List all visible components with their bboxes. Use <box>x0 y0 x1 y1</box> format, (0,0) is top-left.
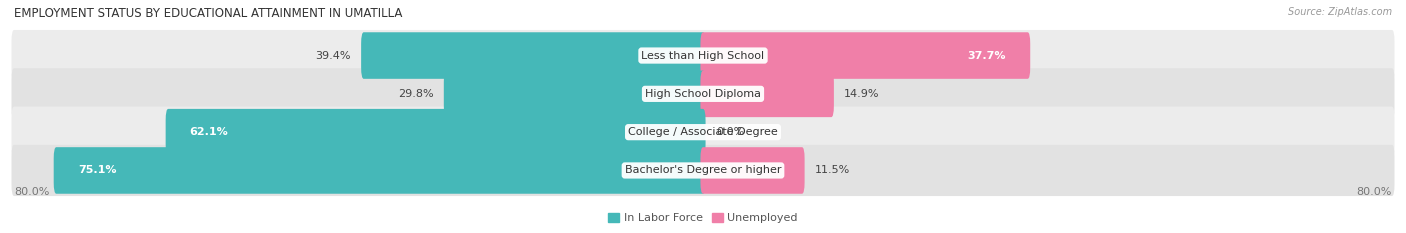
FancyBboxPatch shape <box>361 32 706 79</box>
Text: 80.0%: 80.0% <box>1357 187 1392 197</box>
Text: EMPLOYMENT STATUS BY EDUCATIONAL ATTAINMENT IN UMATILLA: EMPLOYMENT STATUS BY EDUCATIONAL ATTAINM… <box>14 7 402 20</box>
Text: 14.9%: 14.9% <box>844 89 880 99</box>
FancyBboxPatch shape <box>11 106 1395 158</box>
Text: 39.4%: 39.4% <box>315 51 350 61</box>
FancyBboxPatch shape <box>444 71 706 117</box>
FancyBboxPatch shape <box>11 145 1395 196</box>
Text: 37.7%: 37.7% <box>967 51 1007 61</box>
Text: 62.1%: 62.1% <box>190 127 229 137</box>
FancyBboxPatch shape <box>11 30 1395 81</box>
Text: 80.0%: 80.0% <box>14 187 49 197</box>
Legend: In Labor Force, Unemployed: In Labor Force, Unemployed <box>609 213 797 223</box>
FancyBboxPatch shape <box>166 109 706 155</box>
FancyBboxPatch shape <box>11 68 1395 120</box>
FancyBboxPatch shape <box>53 147 706 194</box>
FancyBboxPatch shape <box>700 147 804 194</box>
Text: 0.0%: 0.0% <box>716 127 744 137</box>
Text: Less than High School: Less than High School <box>641 51 765 61</box>
Text: Source: ZipAtlas.com: Source: ZipAtlas.com <box>1288 7 1392 17</box>
FancyBboxPatch shape <box>700 71 834 117</box>
Text: 75.1%: 75.1% <box>77 165 117 175</box>
Text: High School Diploma: High School Diploma <box>645 89 761 99</box>
FancyBboxPatch shape <box>700 32 1031 79</box>
Text: 11.5%: 11.5% <box>815 165 851 175</box>
Text: 29.8%: 29.8% <box>398 89 433 99</box>
Text: College / Associate Degree: College / Associate Degree <box>628 127 778 137</box>
Text: Bachelor's Degree or higher: Bachelor's Degree or higher <box>624 165 782 175</box>
